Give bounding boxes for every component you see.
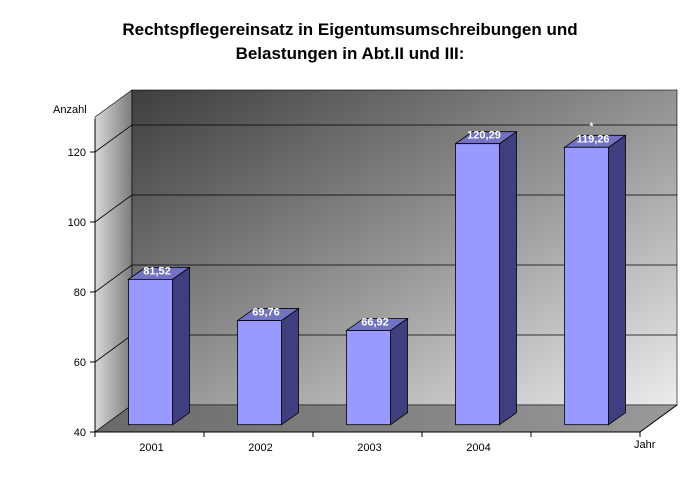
y-tick-label: 120 — [68, 147, 86, 159]
data-label: 69,76 — [252, 307, 280, 319]
bar-front — [346, 330, 391, 426]
bar-side — [281, 307, 299, 426]
y-tick-label: 60 — [74, 357, 86, 369]
bar-side — [390, 317, 408, 426]
bar-front — [128, 278, 173, 426]
bar-side — [499, 130, 517, 426]
data-label: 81,52 — [143, 265, 171, 277]
chart-title-line-2: Belastungen in Abt.II und III: — [235, 44, 465, 63]
bar-front — [237, 320, 282, 426]
bar: 66,92 — [345, 316, 409, 426]
x-tick-label: 2001 — [139, 442, 163, 454]
x-tick-label: 2002 — [248, 442, 272, 454]
gridline-side — [94, 264, 133, 293]
bar-front — [455, 143, 500, 426]
bar: 69,76 — [236, 307, 300, 426]
bar: 119,26 — [563, 133, 627, 426]
axes: 40 60 80 100 120 2001 2002 2003 2004 — [68, 119, 678, 454]
y-tick-label: 80 — [74, 287, 86, 299]
bars: 81,52 69,76 66,92 120,29 119,26* — [127, 122, 627, 426]
y-tick-label: 100 — [68, 217, 86, 229]
bar-front — [564, 146, 609, 426]
bar-side — [608, 134, 626, 426]
bar: 81,52 — [127, 265, 191, 426]
gridline-side — [94, 124, 133, 153]
chart-title: Rechtspflegereinsatz in Eigentumsumschre… — [0, 18, 700, 66]
x-tick-label: 2004 — [466, 442, 490, 454]
x-axis-depth — [639, 404, 678, 433]
x-tick-label: 2003 — [357, 442, 381, 454]
side-wall — [94, 89, 133, 433]
gridline-side — [94, 334, 133, 363]
y-tick-label: 40 — [74, 427, 86, 439]
annotation: * — [590, 122, 594, 133]
data-label: 119,26 — [576, 133, 609, 145]
bar: 120,29 — [454, 130, 518, 426]
bar-side — [172, 266, 190, 426]
data-label: 120,29 — [467, 130, 501, 142]
chart-title-line-1: Rechtspflegereinsatz in Eigentumsumschre… — [122, 20, 578, 39]
data-label: 66,92 — [361, 316, 389, 328]
x-axis-label: Jahr — [634, 439, 656, 451]
y-axis-label: Anzahl — [53, 104, 87, 116]
gridline-side — [94, 194, 133, 223]
